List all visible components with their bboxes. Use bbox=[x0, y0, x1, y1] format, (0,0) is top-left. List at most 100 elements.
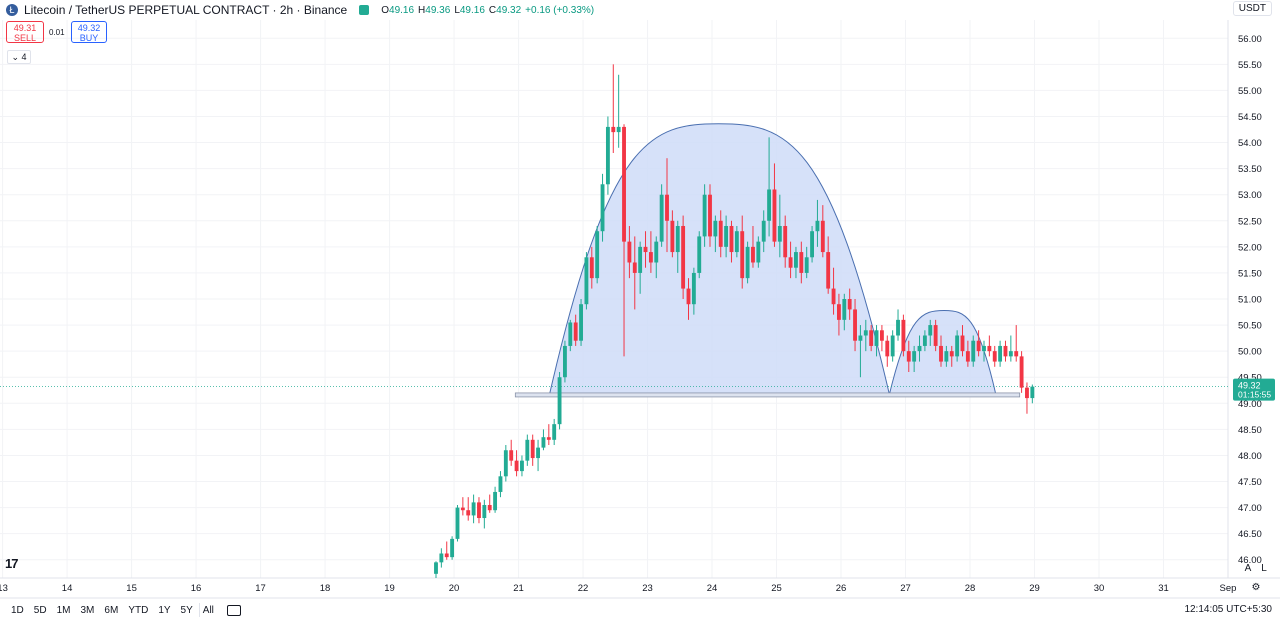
range-1m[interactable]: 1M bbox=[56, 604, 71, 616]
candle-body bbox=[772, 189, 777, 242]
bottom-toolbar: 1D 5D 1M 3M 6M YTD 1Y 5Y All 12:14:05 UT… bbox=[0, 599, 1280, 621]
candle-body bbox=[632, 262, 637, 273]
candle-body bbox=[842, 299, 847, 320]
x-tick-label: 29 bbox=[1029, 583, 1040, 594]
candle-body bbox=[503, 450, 508, 477]
candle-body bbox=[702, 194, 707, 237]
range-all[interactable]: All bbox=[202, 604, 214, 616]
range-buttons: 1D 5D 1M 3M 6M YTD 1Y 5Y All bbox=[0, 605, 219, 616]
candle-body bbox=[611, 126, 616, 133]
candle-body bbox=[939, 345, 943, 362]
indicators-count: 4 bbox=[21, 52, 27, 62]
chevron-down-icon: ⌄ bbox=[11, 52, 19, 62]
range-3m[interactable]: 3M bbox=[80, 604, 95, 616]
symbol-title[interactable]: Litecoin / TetherUS PERPETUAL CONTRACT ·… bbox=[24, 3, 348, 17]
candle-body bbox=[466, 510, 471, 516]
range-5d[interactable]: 5D bbox=[33, 604, 47, 616]
gear-icon[interactable]: ⚙ bbox=[1251, 582, 1261, 593]
x-tick-label: 30 bbox=[1094, 583, 1105, 594]
x-tick-label: 24 bbox=[707, 583, 718, 594]
candle-body bbox=[627, 241, 632, 263]
candle-body bbox=[713, 220, 718, 237]
ohlc-high: H49.36 bbox=[418, 4, 451, 16]
candle-body bbox=[589, 257, 594, 279]
range-5y[interactable]: 5Y bbox=[180, 604, 193, 616]
candle-body bbox=[874, 330, 879, 346]
candle-body bbox=[960, 335, 965, 352]
candle-body bbox=[509, 450, 514, 461]
tradingview-logo[interactable]: 17 bbox=[5, 556, 19, 571]
candle-body bbox=[460, 507, 465, 511]
ohlc-low: L49.16 bbox=[454, 4, 485, 16]
candle-body bbox=[756, 241, 761, 263]
candle-body bbox=[536, 447, 541, 459]
candle-body bbox=[890, 335, 895, 357]
candle-body bbox=[740, 231, 745, 279]
candle-body bbox=[783, 225, 788, 258]
candle-body bbox=[477, 502, 481, 519]
sell-button[interactable]: 49.31 SELL bbox=[6, 21, 44, 43]
ohlc-change: +0.16 (+0.33%) bbox=[525, 4, 595, 16]
range-ytd[interactable]: YTD bbox=[128, 604, 149, 616]
candle-body bbox=[1019, 356, 1024, 388]
range-1d[interactable]: 1D bbox=[11, 604, 24, 616]
candle-body bbox=[992, 351, 997, 362]
currency-selector[interactable]: USDT bbox=[1232, 1, 1272, 16]
buy-button[interactable]: 49.32 BUY bbox=[71, 21, 107, 43]
y-tick-label: 52.50 bbox=[1238, 216, 1262, 227]
y-tick-label: 50.00 bbox=[1238, 347, 1262, 358]
candle-body bbox=[654, 241, 659, 263]
candle-body bbox=[675, 225, 680, 253]
candle-body bbox=[724, 225, 729, 247]
indicators-toggle[interactable]: ⌄ 4 bbox=[7, 50, 31, 64]
bar-countdown: 01:15:55 bbox=[1238, 390, 1271, 400]
last-price-value: 49.32 bbox=[1238, 381, 1261, 391]
candle-body bbox=[820, 220, 825, 253]
y-tick-label: 52.00 bbox=[1238, 242, 1262, 253]
candle-body bbox=[1003, 345, 1008, 357]
ohlc-open: O49.16 bbox=[381, 4, 415, 16]
clock: 12:14:05 UTC+5:30 bbox=[1184, 604, 1272, 615]
candle-body bbox=[745, 246, 750, 279]
candle-body bbox=[708, 194, 712, 237]
candle-body bbox=[584, 257, 589, 305]
candle-body bbox=[847, 299, 852, 310]
spread-value: 0.01 bbox=[49, 28, 65, 37]
candle-body bbox=[853, 309, 857, 341]
candle-body bbox=[482, 504, 487, 519]
candle-body bbox=[493, 491, 498, 511]
candle-body bbox=[498, 476, 503, 492]
candle-body bbox=[471, 502, 476, 516]
x-tick-label: Sep bbox=[1220, 583, 1237, 594]
calendar-icon[interactable] bbox=[226, 604, 241, 616]
candle-body bbox=[622, 126, 626, 242]
candle-body bbox=[955, 335, 960, 357]
x-tick-label: 17 bbox=[255, 583, 266, 594]
last-price-label bbox=[1233, 378, 1275, 401]
candle-body bbox=[917, 345, 922, 352]
candle-body bbox=[562, 345, 567, 378]
y-tick-label: 53.50 bbox=[1238, 164, 1262, 175]
candle-body bbox=[879, 330, 884, 341]
y-tick-label: 54.00 bbox=[1238, 138, 1262, 149]
candle-body bbox=[681, 225, 686, 289]
candle-body bbox=[788, 257, 793, 268]
candle-body bbox=[777, 225, 782, 242]
candle-body bbox=[616, 126, 621, 133]
candle-body bbox=[552, 424, 557, 440]
candle-body bbox=[557, 377, 562, 425]
y-tick-label: 55.50 bbox=[1238, 60, 1262, 71]
range-1y[interactable]: 1Y bbox=[158, 604, 171, 616]
y-tick-label: 51.50 bbox=[1238, 268, 1262, 279]
candle-body bbox=[487, 504, 492, 511]
range-6m[interactable]: 6M bbox=[104, 604, 119, 616]
auto-scale-button[interactable]: A bbox=[1244, 563, 1252, 574]
x-tick-label: 14 bbox=[62, 583, 73, 594]
sell-price: 49.31 bbox=[13, 23, 37, 33]
neckline-box[interactable] bbox=[514, 392, 1021, 398]
log-scale-button[interactable]: L bbox=[1261, 563, 1267, 574]
x-tick-label: 25 bbox=[771, 583, 782, 594]
cup-shape[interactable] bbox=[548, 123, 891, 395]
candle-body bbox=[455, 507, 460, 539]
